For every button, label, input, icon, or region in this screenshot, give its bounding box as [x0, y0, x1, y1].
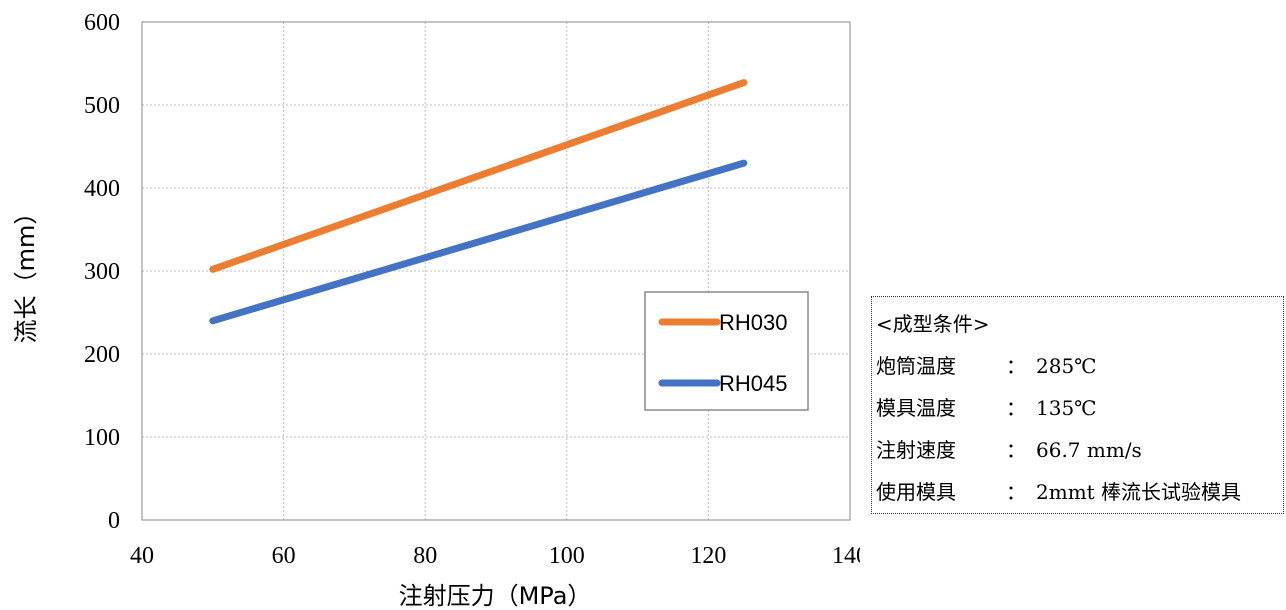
series-lines — [209, 79, 748, 325]
y-axis-title: 流长（mm） — [12, 201, 40, 344]
condition-separator: ： — [1006, 480, 1026, 504]
condition-value: 135℃ — [1036, 396, 1097, 420]
y-axis-tick-labels: 0 100 200 300 400 500 600 — [84, 10, 120, 534]
legend-label: RH045 — [719, 371, 787, 396]
x-tick-label: 60 — [272, 543, 296, 569]
conditions-title: <成型条件> — [876, 312, 990, 336]
molding-conditions-box: <成型条件> 炮筒温度 ： 285℃ 模具温度 ： 135℃ 注射速度 ： 66… — [871, 296, 1284, 514]
condition-row: 模具温度 ： 135℃ — [876, 387, 1279, 429]
x-tick-label: 100 — [549, 543, 585, 569]
y-tick-label: 600 — [84, 10, 120, 36]
y-tick-label: 100 — [84, 425, 120, 451]
grid — [142, 22, 850, 520]
condition-row: 使用模具 ： 2mmt 棒流长试验模具 — [876, 471, 1279, 513]
x-axis-tick-labels: 40 60 80 100 120 140 — [130, 543, 860, 569]
y-tick-label: 300 — [84, 259, 120, 285]
y-tick-label: 200 — [84, 342, 120, 368]
x-axis-title: 注射压力（MPa） — [399, 582, 592, 610]
series-line-rh030 — [209, 79, 748, 273]
y-tick-label: 400 — [84, 176, 120, 202]
line-chart: 0 100 200 300 400 500 600 40 60 80 100 120 140 注射压力… — [12, 10, 860, 610]
legend-box — [644, 291, 809, 411]
condition-row: 注射速度 ： 66.7 mm/s — [876, 429, 1279, 471]
legend: RH030 RH045 — [644, 291, 809, 411]
condition-separator: ： — [1006, 438, 1026, 462]
legend-label: RH030 — [719, 310, 787, 335]
condition-label: 模具温度 — [876, 396, 956, 420]
x-tick-label: 120 — [690, 543, 726, 569]
condition-value: 2mmt 棒流长试验模具 — [1036, 480, 1242, 504]
condition-label: 使用模具 — [876, 480, 956, 504]
series-line-rh045 — [209, 159, 748, 325]
y-tick-label: 500 — [84, 93, 120, 119]
x-tick-label: 80 — [413, 543, 437, 569]
condition-separator: ： — [1006, 354, 1026, 378]
y-tick-label: 0 — [108, 508, 120, 534]
condition-label: 注射速度 — [876, 438, 956, 462]
condition-value: 66.7 mm/s — [1036, 438, 1142, 462]
condition-label: 炮筒温度 — [876, 354, 956, 378]
x-tick-label: 140 — [832, 543, 860, 569]
condition-separator: ： — [1006, 396, 1026, 420]
condition-value: 285℃ — [1036, 354, 1097, 378]
condition-row: 炮筒温度 ： 285℃ — [876, 345, 1279, 387]
plot-area-frame — [141, 21, 851, 521]
x-tick-label: 40 — [130, 543, 154, 569]
